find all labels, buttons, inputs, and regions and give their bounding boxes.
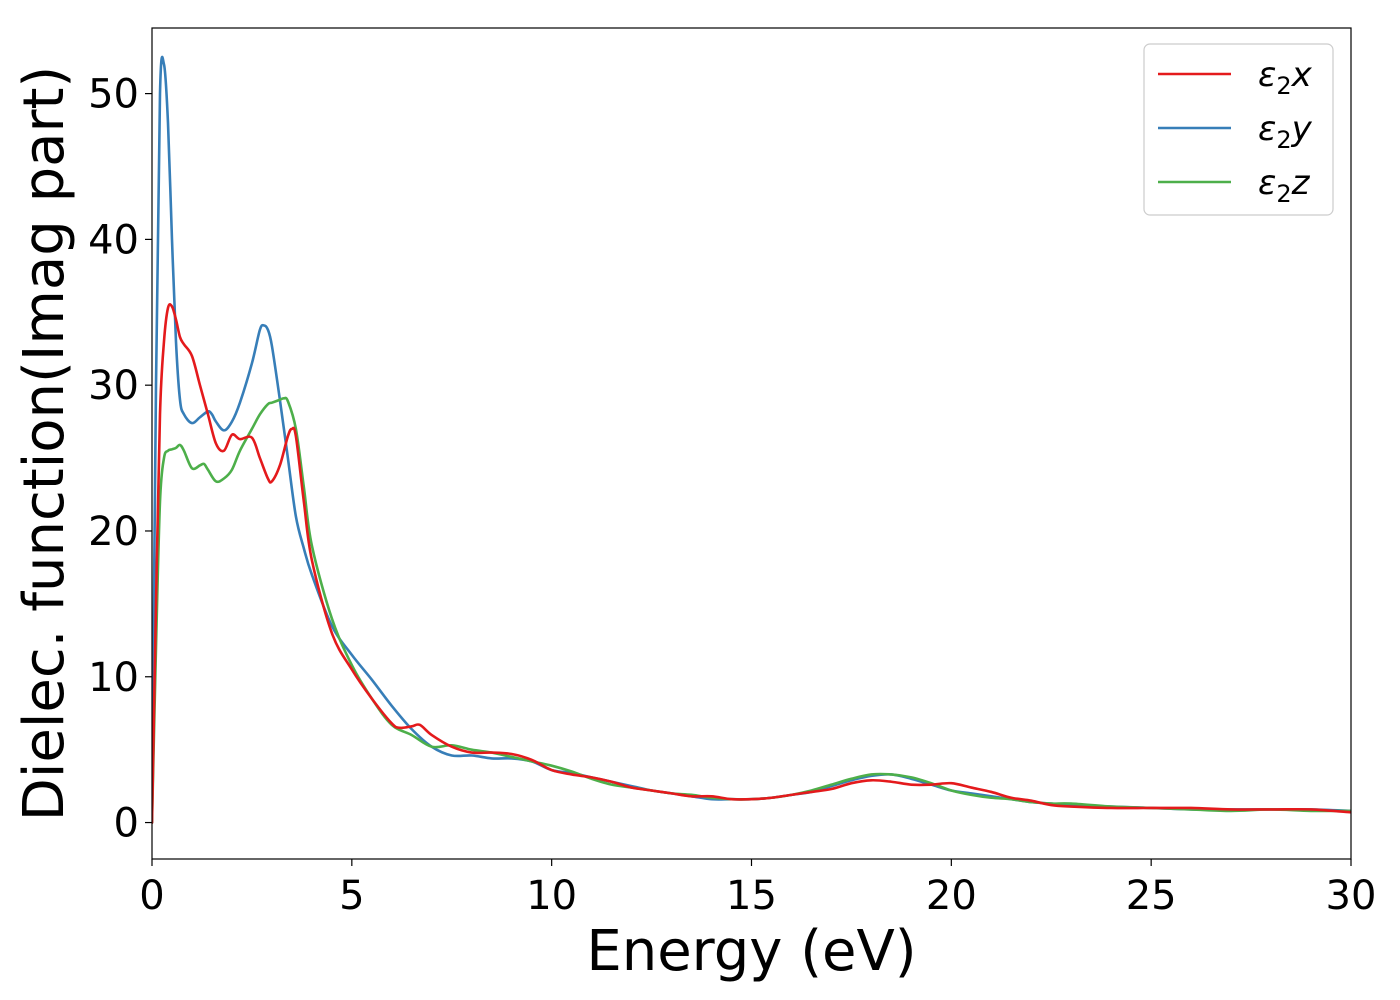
y-tick-label: 40 (88, 217, 139, 263)
series-layer (152, 55, 1351, 824)
x-tick-label: 5 (339, 873, 364, 919)
legend-frame (1143, 43, 1334, 216)
series-line-x (152, 302, 1351, 824)
y-tick-label: 10 (88, 655, 139, 701)
y-axis-title: Dielec. function(Imag part) (12, 66, 77, 822)
x-tick-label: 15 (726, 873, 777, 919)
x-tick-label: 10 (526, 873, 577, 919)
x-axis: 0 5 10 15 20 25 30 (139, 859, 1376, 919)
y-tick-label: 30 (88, 363, 139, 409)
legend-label-y: ε2y (1258, 109, 1313, 154)
x-tick-label: 25 (1126, 873, 1177, 919)
y-tick-label: 20 (88, 509, 139, 555)
y-axis: 0 10 20 30 40 50 (88, 72, 152, 847)
legend-label-z: ε2z (1258, 163, 1311, 208)
x-tick-label: 0 (139, 873, 164, 919)
x-tick-label: 30 (1326, 873, 1377, 919)
legend: ε2x ε2y ε2z (1143, 43, 1334, 216)
x-axis-title: Energy (eV) (586, 919, 916, 984)
y-tick-label: 50 (88, 72, 139, 118)
legend-label-x: ε2x (1258, 55, 1313, 100)
y-tick-label: 0 (114, 801, 139, 847)
x-tick-label: 20 (926, 873, 977, 919)
